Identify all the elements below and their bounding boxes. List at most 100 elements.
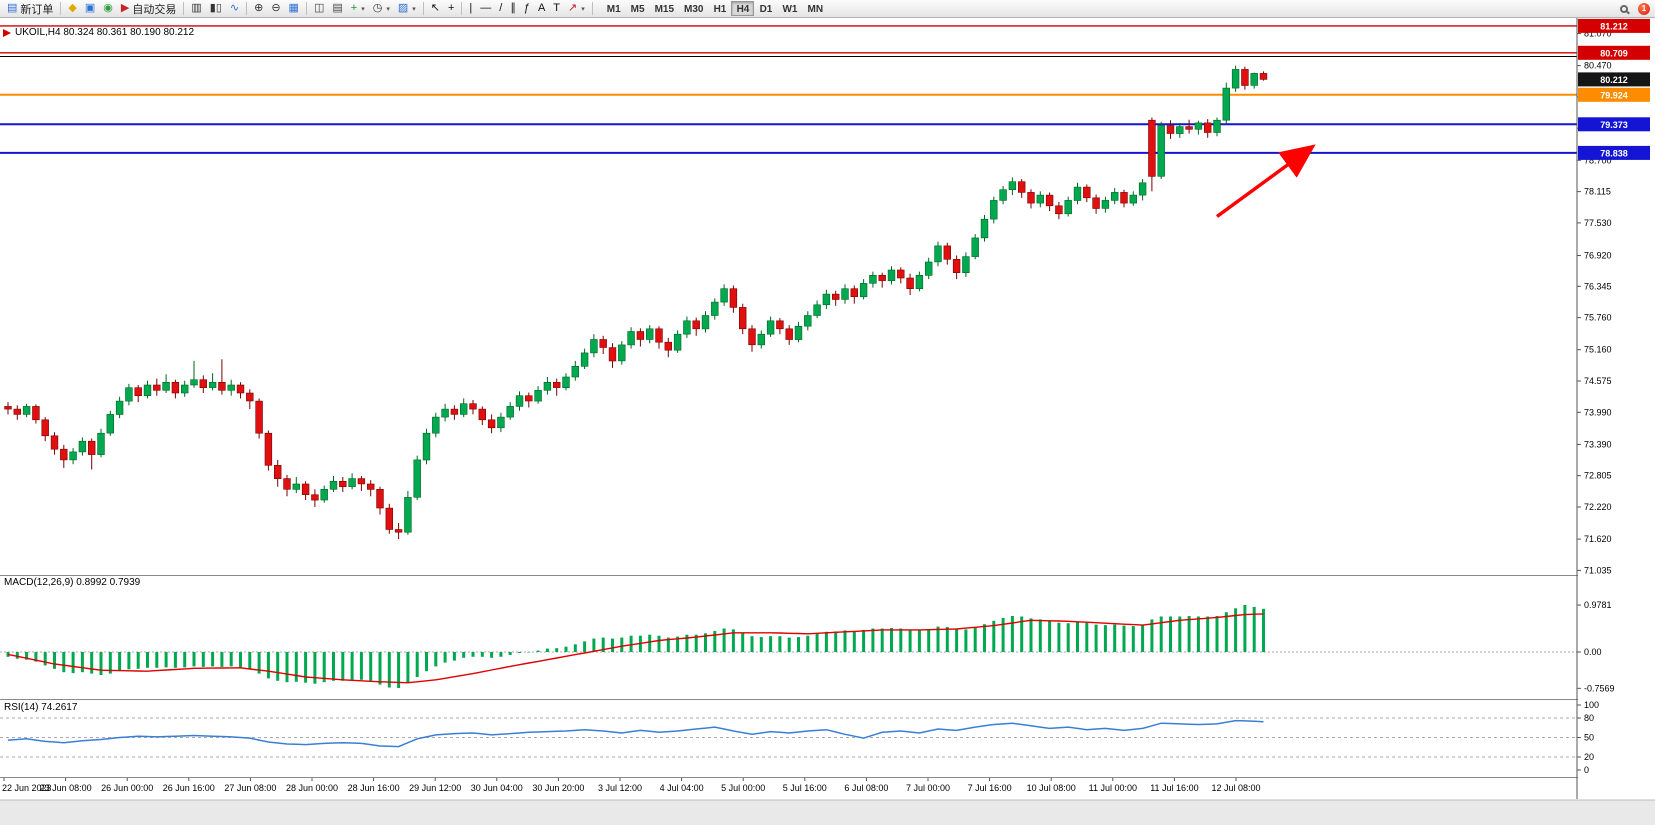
bar-chart-button[interactable]: ▥ [187,1,205,17]
toolbar-separator [305,2,307,15]
time-axis-label: 6 Jul 08:00 [844,783,888,793]
timeframe-m1-button[interactable]: M1 [606,4,621,15]
data-window-button[interactable]: ◉ [99,1,117,17]
timeframe-mn-button[interactable]: MN [807,4,824,15]
tile-windows-button[interactable]: ▦ [285,1,303,17]
timeframe-m15-button[interactable]: M15 [654,4,675,15]
candles-layer [4,65,1268,540]
candle-body [478,408,486,421]
price-axis-label: 71.620 [1584,534,1612,544]
charts-profile-button[interactable]: ◆ [64,1,80,17]
text-button[interactable]: A [534,1,549,17]
chart-canvas: 81.07080.47079.88579.30078.70078.11577.5… [0,18,1655,825]
new-order-button[interactable]: ▤ 新订单 [3,1,57,17]
price-axis-label: 76.920 [1584,251,1612,261]
candle-body [1036,194,1045,204]
timeframe-w1-button[interactable]: W1 [782,4,798,15]
candle-body [515,395,524,407]
candle-body [348,478,356,487]
candle-body [850,288,859,298]
toolbar-buttons-group: ▤ 新订单 ◆ ▣ ◉ ▶ 自动交易 ▥ ▮▯ ∿ ⊕ ⊖ ▦ ◫ ▤ + ▾ ◷ ▾ ▨ ▾ ↖ + | — / ∥ ƒ A T ↗ ▾ [3,1,596,17]
candle-body [580,352,589,367]
price-badge-value: 78.838 [1600,148,1628,158]
candle-body [88,440,96,455]
new-chart-button[interactable]: + ▾ [347,1,369,17]
arrows-button[interactable]: ↗ ▾ [564,1,589,17]
candlestick-chart-button[interactable]: ▮▯ [206,1,226,17]
timeframe-group: M1 M5 M15 M30 H1 H4 D1 W1 MN [602,1,828,16]
templates-icon: ▨ [397,2,409,14]
time-axis-label: 22 Jun 2023 [2,783,52,793]
candle-body [115,400,124,415]
search-icon[interactable] [1620,4,1628,13]
candle-body [962,256,970,274]
candle-body [1231,69,1240,89]
equidistant-channel-button[interactable]: ∥ [506,1,520,17]
templates-button[interactable]: ▨ ▾ [394,1,420,17]
candle-body [459,403,468,415]
crosshair-button[interactable]: + [444,1,458,17]
candle-body [283,478,291,490]
candle-body [320,488,328,501]
timeframe-h1-button[interactable]: H1 [713,4,727,15]
dropdown-caret-icon: ▾ [581,5,585,13]
candle-body [534,390,542,402]
candle-body [990,200,998,220]
candle-body [999,189,1007,201]
candle-body [934,245,942,263]
timeframe-h4-button[interactable]: H4 [731,1,755,16]
equidistant-channel-icon: ∥ [510,2,516,14]
price-axis-label: 80.470 [1584,61,1612,71]
price-badge [1578,87,1650,102]
rsi-line [7,719,1264,748]
time-axis-label: 26 Jun 16:00 [163,783,215,793]
trendline-button[interactable]: / [495,1,506,17]
candle-body [469,403,477,410]
toolbar-separator [422,2,424,15]
market-watch-button[interactable]: ▣ [81,1,99,17]
text-label-button[interactable]: T [549,1,564,17]
notification-icon[interactable]: 1 [1638,2,1650,15]
candle-body [1008,181,1017,190]
timeframe-m5-button[interactable]: M5 [630,4,645,15]
candle-body [980,218,989,239]
macd-indicator-label: MACD(12,26,9) 0.8992 0.7939 [4,577,141,588]
line-chart-button[interactable]: ∿ [226,1,243,17]
bar-chart-icon: ▥ [191,2,202,14]
zoom-in-icon: ⊕ [254,2,264,14]
arrange-horizontal-button[interactable]: ▤ [328,1,346,17]
zoom-out-button[interactable]: ⊖ [267,1,284,17]
rsi-axis-label: 20 [1584,752,1594,762]
macd-axis-label: -0.7569 [1584,683,1615,693]
fibonacci-button[interactable]: ƒ [520,1,534,17]
chart-area[interactable]: 81.07080.47079.88579.30078.70078.11577.5… [0,18,1655,825]
candle-body [432,416,440,434]
autotrading-icon: ▶ [120,2,130,14]
time-axis-label: 30 Jun 20:00 [532,783,584,793]
timeframe-m30-button[interactable]: M30 [684,4,704,15]
candle-body [171,381,180,394]
candle-body [729,288,738,308]
candle-body [878,274,886,281]
time-axis-label: 7 Jul 00:00 [906,783,950,793]
candle-body [441,408,449,418]
charts-profile-icon: ◆ [68,2,77,14]
vertical-line-button[interactable]: | [465,1,476,17]
annotation-arrow[interactable] [1215,144,1316,218]
candle-body [4,406,12,410]
timeframe-d1-button[interactable]: D1 [759,4,773,15]
cursor-button[interactable]: ↖ [427,1,444,17]
time-axis-label: 23 Jun 08:00 [40,783,92,793]
candle-body [757,333,766,346]
arrange-vertical-button[interactable]: ◫ [310,1,328,17]
candlestick-chart-icon: ▮▯ [209,2,222,14]
candle-body [804,315,812,327]
periods-button[interactable]: ◷ ▾ [369,1,394,17]
candle-body [738,307,747,330]
zoom-in-button[interactable]: ⊕ [250,1,267,17]
autotrading-button-label: 自动交易 [132,3,177,16]
horizontal-line-button[interactable]: — [476,1,495,17]
time-axis-label: 27 Jun 08:00 [224,783,276,793]
autotrading-button[interactable]: ▶ 自动交易 [117,1,180,17]
candle-body [525,395,533,402]
